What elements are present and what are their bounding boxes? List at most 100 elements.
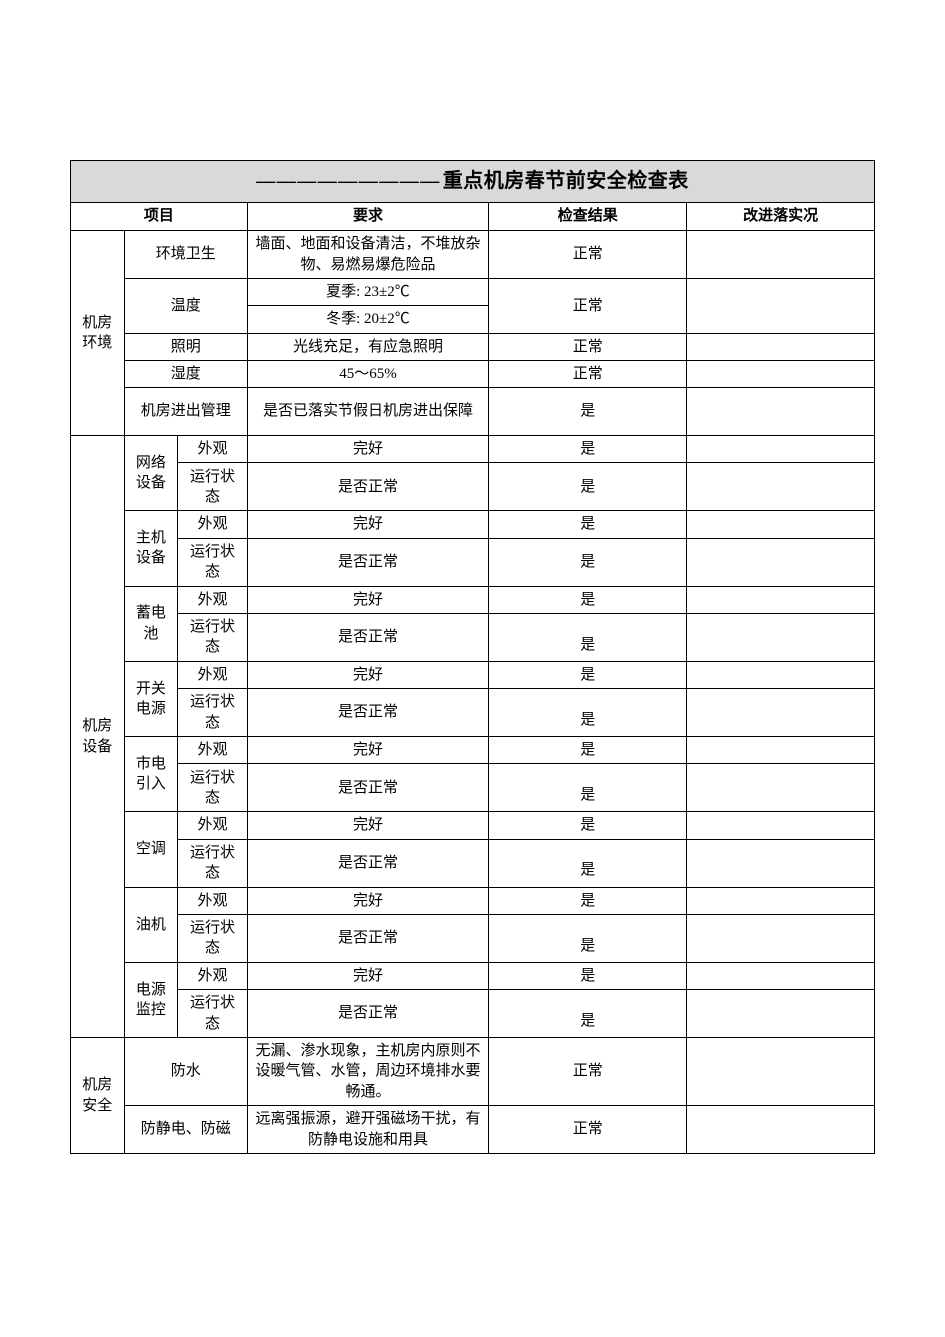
env-hygiene-improve — [687, 231, 875, 279]
equip-g0-app-req: 完好 — [247, 436, 488, 463]
equip-g0-app-label: 外观 — [178, 436, 248, 463]
section-equip: 机房设备 — [71, 436, 125, 1038]
env-humidity-label: 湿度 — [124, 360, 247, 387]
equip-g1-app-label: 外观 — [178, 511, 248, 538]
equip-g6-app-result: 是 — [489, 887, 687, 914]
equip-g2-app-improve — [687, 586, 875, 613]
equip-g3-app-result: 是 — [489, 661, 687, 688]
equip-g5-run-improve — [687, 839, 875, 887]
safety-static-improve — [687, 1106, 875, 1154]
section-env: 机房环境 — [71, 231, 125, 436]
safety-water-improve — [687, 1038, 875, 1106]
equip-g2-app-result: 是 — [489, 586, 687, 613]
equip-g2-label: 蓄电池 — [124, 586, 178, 661]
equip-g6-label: 油机 — [124, 887, 178, 962]
equip-g3-run-label: 运行状态 — [178, 689, 248, 737]
title-text: 重点机房春节前安全检查表 — [443, 168, 689, 195]
equip-g1-app-req: 完好 — [247, 511, 488, 538]
equip-g0-run-improve — [687, 463, 875, 511]
env-hygiene-req: 墙面、地面和设备清洁，不堆放杂物、易燃易爆危险品 — [247, 231, 488, 279]
equip-g6-app-improve — [687, 887, 875, 914]
env-light-req: 光线充足，有应急照明 — [247, 333, 488, 360]
safety-static-req: 远离强振源，避开强磁场干扰，有防静电设施和用具 — [247, 1106, 488, 1154]
equip-g1-app-result: 是 — [489, 511, 687, 538]
equip-g1-label: 主机设备 — [124, 511, 178, 586]
env-access-req: 是否已落实节假日机房进出保障 — [247, 388, 488, 436]
equip-g2-run-label: 运行状态 — [178, 613, 248, 661]
equip-g5-run-label: 运行状态 — [178, 839, 248, 887]
env-light-improve — [687, 333, 875, 360]
safety-water-result: 正常 — [489, 1038, 687, 1106]
env-access-label: 机房进出管理 — [124, 388, 247, 436]
env-temp-improve — [687, 279, 875, 334]
equip-g4-app-improve — [687, 737, 875, 764]
env-temp-req1: 夏季: 23±2℃ — [247, 279, 488, 306]
equip-g1-run-label: 运行状态 — [178, 538, 248, 586]
safety-water-req: 无漏、渗水现象，主机房内原则不设暖气管、水管，周边环境排水要畅通。 — [247, 1038, 488, 1106]
env-light-label: 照明 — [124, 333, 247, 360]
inspection-table: ————————— 重点机房春节前安全检查表 项目 要求 检查结果 改进落实况 … — [70, 160, 875, 1154]
equip-g6-run-label: 运行状态 — [178, 914, 248, 962]
equip-g7-run-improve — [687, 990, 875, 1038]
equip-g7-app-req: 完好 — [247, 962, 488, 989]
equip-g2-app-req: 完好 — [247, 586, 488, 613]
equip-g5-label: 空调 — [124, 812, 178, 887]
safety-static-label: 防静电、防磁 — [124, 1106, 247, 1154]
equip-g6-run-result: 是 — [489, 914, 687, 962]
env-humidity-improve — [687, 360, 875, 387]
equip-g4-run-result: 是 — [489, 764, 687, 812]
equip-g6-run-improve — [687, 914, 875, 962]
equip-g5-app-improve — [687, 812, 875, 839]
equip-g4-run-req: 是否正常 — [247, 764, 488, 812]
equip-g6-app-label: 外观 — [178, 887, 248, 914]
equip-g5-app-req: 完好 — [247, 812, 488, 839]
equip-g2-run-improve — [687, 613, 875, 661]
equip-g1-run-req: 是否正常 — [247, 538, 488, 586]
header-project: 项目 — [71, 203, 248, 231]
equip-g2-run-req: 是否正常 — [247, 613, 488, 661]
equip-g7-run-req: 是否正常 — [247, 990, 488, 1038]
equip-g7-run-result: 是 — [489, 990, 687, 1038]
safety-water-label: 防水 — [124, 1038, 247, 1106]
env-humidity-req: 45～65% — [247, 360, 488, 387]
env-hygiene-label: 环境卫生 — [124, 231, 247, 279]
env-access-result: 是 — [489, 388, 687, 436]
equip-g0-run-label: 运行状态 — [178, 463, 248, 511]
equip-g7-app-improve — [687, 962, 875, 989]
equip-g3-run-req: 是否正常 — [247, 689, 488, 737]
equip-g0-run-result: 是 — [489, 463, 687, 511]
equip-g5-run-req: 是否正常 — [247, 839, 488, 887]
equip-g3-label: 开关电源 — [124, 661, 178, 736]
equip-g4-app-req: 完好 — [247, 737, 488, 764]
equip-g5-app-label: 外观 — [178, 812, 248, 839]
equip-g7-run-label: 运行状态 — [178, 990, 248, 1038]
equip-g6-app-req: 完好 — [247, 887, 488, 914]
header-improve: 改进落实况 — [687, 203, 875, 231]
header-result: 检查结果 — [489, 203, 687, 231]
equip-g0-run-req: 是否正常 — [247, 463, 488, 511]
equip-g1-run-improve — [687, 538, 875, 586]
equip-g4-app-label: 外观 — [178, 737, 248, 764]
equip-g3-run-result: 是 — [489, 689, 687, 737]
equip-g0-app-improve — [687, 436, 875, 463]
equip-g1-app-improve — [687, 511, 875, 538]
equip-g3-app-req: 完好 — [247, 661, 488, 688]
equip-g0-app-result: 是 — [489, 436, 687, 463]
env-hygiene-result: 正常 — [489, 231, 687, 279]
equip-g4-run-label: 运行状态 — [178, 764, 248, 812]
equip-g5-app-result: 是 — [489, 812, 687, 839]
equip-g3-app-improve — [687, 661, 875, 688]
title-prefix: ————————— — [256, 169, 441, 195]
equip-g0-label: 网络设备 — [124, 436, 178, 511]
header-requirement: 要求 — [247, 203, 488, 231]
equip-g7-label: 电源监控 — [124, 962, 178, 1037]
env-humidity-result: 正常 — [489, 360, 687, 387]
equip-g2-run-result: 是 — [489, 613, 687, 661]
env-temp-result: 正常 — [489, 279, 687, 334]
env-temp-req2: 冬季: 20±2℃ — [247, 306, 488, 333]
table-title: ————————— 重点机房春节前安全检查表 — [71, 161, 875, 203]
equip-g4-label: 市电引入 — [124, 737, 178, 812]
equip-g2-app-label: 外观 — [178, 586, 248, 613]
equip-g6-run-req: 是否正常 — [247, 914, 488, 962]
equip-g3-app-label: 外观 — [178, 661, 248, 688]
